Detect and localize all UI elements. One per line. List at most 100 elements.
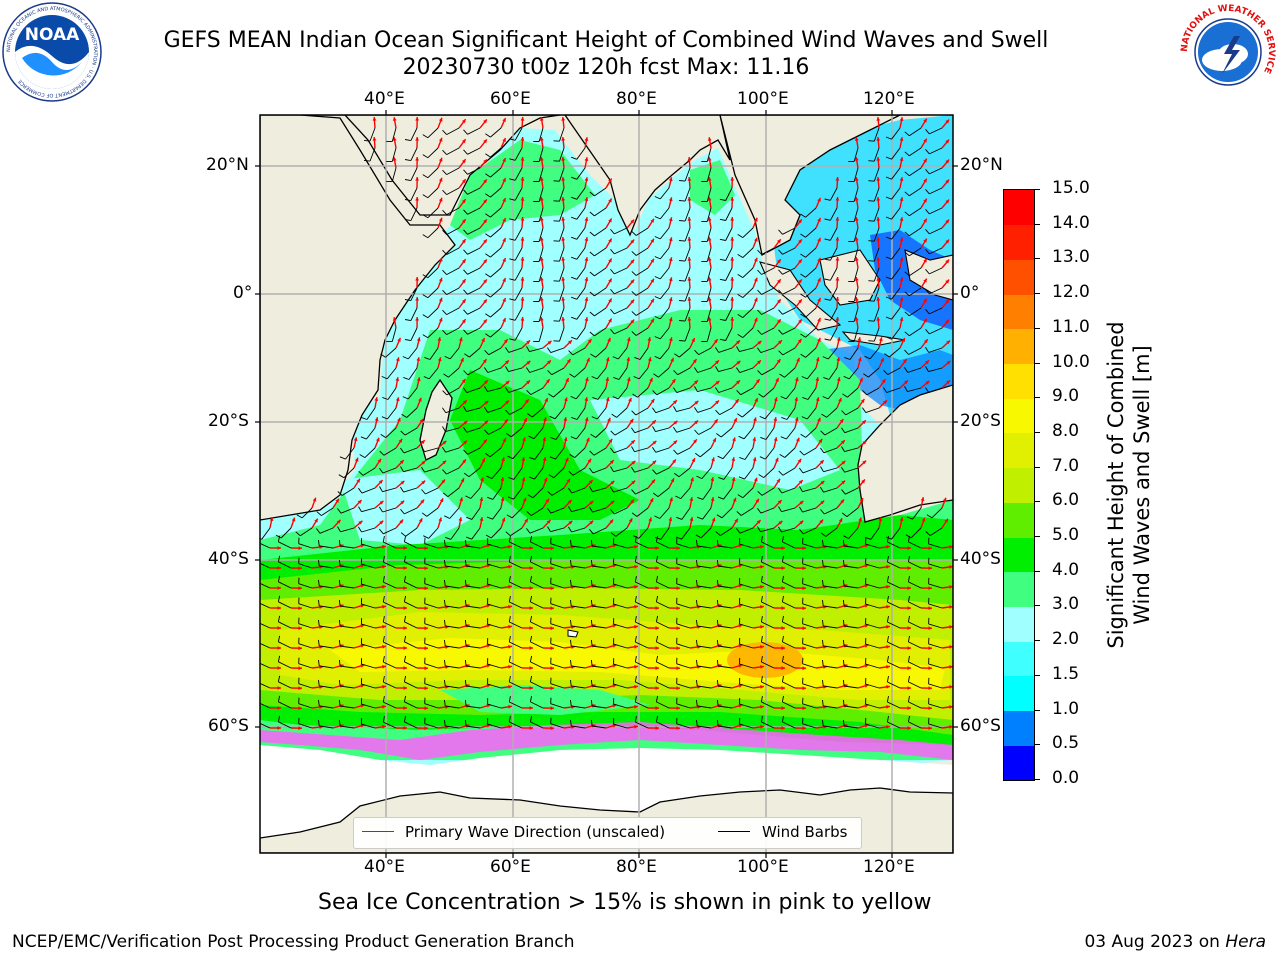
wave-direction-arrowhead <box>854 317 859 321</box>
wind-barb <box>530 561 544 569</box>
wave-direction-arrowhead <box>707 217 712 221</box>
wave-direction-arrowhead <box>687 197 692 201</box>
wind-barb <box>853 327 859 342</box>
wave-direction-arrowhead <box>736 380 740 385</box>
wind-barb-flag <box>463 387 468 393</box>
wind-barb <box>676 703 691 709</box>
wind-barb-flag <box>824 238 831 241</box>
wind-barb <box>739 723 754 729</box>
wind-barb-flag <box>886 636 889 643</box>
wind-barb-flag <box>508 696 511 703</box>
wave-direction-arrowhead <box>291 517 296 522</box>
wave-direction-arrowhead <box>586 357 590 362</box>
wave-direction-arrowhead <box>483 319 487 324</box>
wind-barb-flag <box>570 395 577 400</box>
wind-barb-flag <box>634 636 637 643</box>
wave-direction-arrowhead <box>298 606 302 611</box>
wind-barb <box>410 207 418 221</box>
wave-direction-arrowhead <box>403 546 407 550</box>
wind-barb-flag <box>822 579 824 586</box>
wind-barb <box>782 347 796 356</box>
colorbar-tick-label: 7.0 <box>1052 455 1080 476</box>
wind-barb-flag <box>442 189 447 195</box>
wave-direction-arrowhead <box>403 606 407 610</box>
wave-direction-arrowhead <box>794 397 799 401</box>
wind-barb-flag <box>842 700 845 707</box>
wind-barb <box>887 561 901 569</box>
wind-barb <box>635 407 649 416</box>
wind-barb <box>513 487 523 500</box>
wind-barb <box>761 541 775 549</box>
chart-title: GEFS MEAN Indian Ocean Significant Heigh… <box>163 28 1049 53</box>
wind-barb <box>891 147 901 160</box>
wave-direction-arrowhead <box>630 259 635 264</box>
wind-barb <box>718 565 733 569</box>
wave-direction-arrowhead <box>482 359 487 364</box>
wave-direction-arrowhead <box>802 566 806 570</box>
wave-direction-arrowhead <box>526 360 531 365</box>
wind-barb-flag <box>631 512 638 517</box>
wind-barb <box>891 187 901 200</box>
wind-barb <box>446 327 460 335</box>
wave-direction-arrowhead <box>886 545 890 549</box>
wind-barb <box>656 581 670 589</box>
wind-barb-flag <box>631 466 635 473</box>
wave-direction-arrowhead <box>438 197 443 202</box>
wind-barb <box>383 661 397 669</box>
wave-direction-arrowhead <box>923 118 927 123</box>
wind-barb <box>510 427 523 438</box>
wave-direction-arrowhead <box>802 706 806 710</box>
wave-direction-arrowhead <box>550 646 554 651</box>
wave-direction-arrowhead <box>529 646 533 650</box>
wind-barb <box>739 703 754 709</box>
wind-barb <box>260 642 271 649</box>
wind-barb-flag <box>528 476 535 480</box>
wave-direction-arrowhead <box>676 566 680 570</box>
wind-barb <box>697 585 712 589</box>
wind-barb <box>784 447 796 458</box>
wind-barb <box>802 507 817 513</box>
wave-direction-arrowhead <box>773 417 778 421</box>
wind-barb-flag <box>589 311 595 317</box>
wind-barb <box>614 427 628 436</box>
wave-direction-arrowhead <box>776 478 780 483</box>
wind-barb-flag <box>442 446 446 453</box>
wave-direction-arrowhead <box>652 460 657 465</box>
wave-direction-arrowhead <box>539 317 544 321</box>
wind-barb-flag <box>277 655 281 662</box>
wind-barb-flag <box>716 433 722 438</box>
wind-barb <box>844 565 859 569</box>
wind-barb <box>697 725 712 729</box>
wind-barb-flag <box>780 436 787 440</box>
wind-barb-flag <box>422 154 429 159</box>
wind-barb-flag <box>868 180 875 182</box>
wind-barb <box>782 327 796 335</box>
wind-barb <box>260 582 271 589</box>
wind-barb-flag <box>760 596 763 603</box>
wind-barb <box>559 247 565 262</box>
colorbar-segment <box>1004 328 1034 365</box>
wave-direction-arrowhead <box>923 258 927 263</box>
wind-barb <box>424 543 439 549</box>
wind-barb-flag <box>422 174 429 179</box>
wind-barb-flag <box>528 435 535 440</box>
wave-direction-arrowhead <box>520 197 525 201</box>
ice-note: Sea Ice Concentration > 15% is shown in … <box>318 890 932 915</box>
wind-barb-flag <box>590 600 593 607</box>
wind-barb <box>676 427 691 433</box>
colorbar-title: Significant Height of Combined Wind Wave… <box>1104 321 1154 649</box>
wind-barb <box>823 605 838 609</box>
wind-barb <box>908 621 922 629</box>
wind-barb <box>319 645 334 649</box>
wind-barb <box>659 207 670 220</box>
wave-direction-arrowhead <box>925 380 930 385</box>
wind-barb-flag <box>679 300 686 302</box>
wind-barb <box>806 367 817 380</box>
wave-direction-arrowhead <box>648 517 652 522</box>
wind-barb <box>383 641 397 649</box>
wave-direction-arrowhead <box>521 477 526 482</box>
wind-barb <box>907 387 922 393</box>
wind-barb <box>466 407 481 413</box>
wave-direction-arrowhead <box>730 297 735 301</box>
wave-direction-arrowhead <box>505 380 510 385</box>
